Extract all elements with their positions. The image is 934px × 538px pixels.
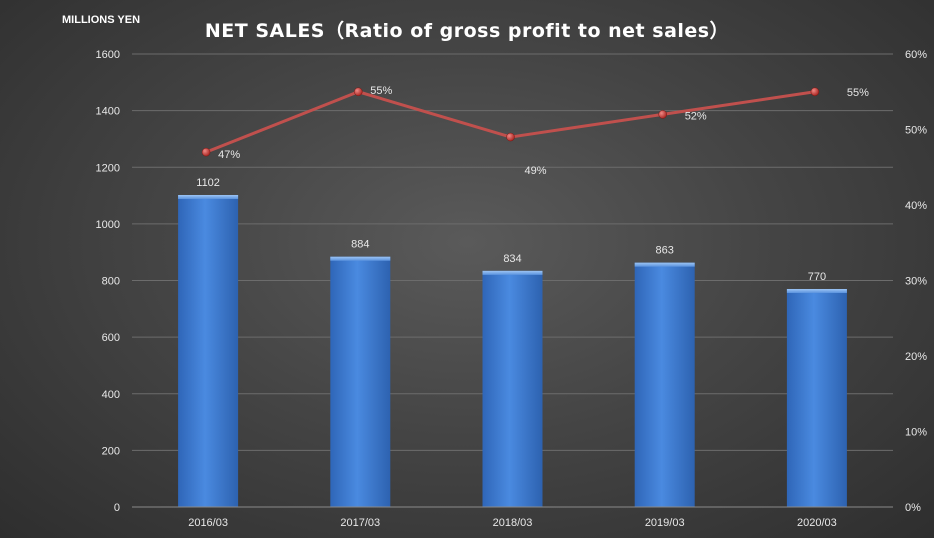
x-tick-label: 2017/03 — [340, 517, 380, 529]
y2-tick-label: 0% — [905, 502, 921, 514]
ratio-value-label: 55% — [847, 87, 869, 99]
x-tick-label: 2018/03 — [493, 517, 533, 529]
y-tick-label: 1400 — [96, 106, 120, 118]
x-tick-label: 2016/03 — [188, 517, 228, 529]
x-tick-label: 2019/03 — [645, 517, 685, 529]
y2-tick-label: 30% — [905, 276, 927, 288]
ratio-value-label: 49% — [525, 165, 547, 177]
bar-value-label: 770 — [808, 271, 826, 283]
ratio-marker — [201, 147, 211, 157]
ratio-value-label: 52% — [685, 110, 707, 122]
bar-top-highlight — [786, 288, 847, 293]
ratio-marker — [810, 87, 820, 96]
left-axis-unit-label: MILLIONS YEN — [62, 14, 141, 26]
bar-top-highlight — [330, 256, 391, 261]
y2-tick-label: 50% — [905, 125, 927, 137]
bar — [330, 256, 391, 507]
bar — [786, 288, 847, 507]
bar — [482, 270, 543, 507]
ratio-value-label: 55% — [370, 85, 392, 97]
y-tick-label: 1200 — [96, 162, 120, 174]
bar-top-highlight — [178, 194, 239, 199]
y-tick-label: 400 — [102, 389, 120, 401]
bar-top-highlight — [482, 270, 543, 275]
y-tick-label: 1600 — [96, 49, 120, 61]
ratio-marker — [354, 87, 363, 96]
ratio-value-label: 47% — [218, 149, 240, 161]
chart-title: NET SALES（Ratio of gross profit to net s… — [204, 20, 730, 42]
y-tick-label: 800 — [102, 276, 120, 288]
y-tick-label: 600 — [102, 332, 120, 344]
bar-value-label: 1102 — [196, 177, 220, 189]
y-tick-label: 200 — [102, 445, 120, 457]
ratio-marker — [658, 110, 667, 119]
y2-tick-label: 60% — [905, 49, 927, 61]
y2-tick-label: 10% — [905, 427, 927, 439]
ratio-line — [205, 90, 816, 154]
bar-value-label: 884 — [351, 239, 369, 251]
bar — [178, 194, 239, 507]
x-tick-label: 2020/03 — [797, 517, 837, 529]
bar — [634, 262, 695, 507]
y-tick-label: 1000 — [96, 219, 120, 231]
ratio-marker — [506, 132, 515, 142]
y2-tick-label: 40% — [905, 200, 927, 212]
y2-tick-label: 20% — [905, 351, 927, 363]
bar-top-highlight — [634, 262, 695, 267]
bar-value-label: 863 — [656, 245, 674, 257]
bar-value-label: 834 — [503, 253, 521, 265]
y-tick-label: 0 — [114, 502, 120, 514]
